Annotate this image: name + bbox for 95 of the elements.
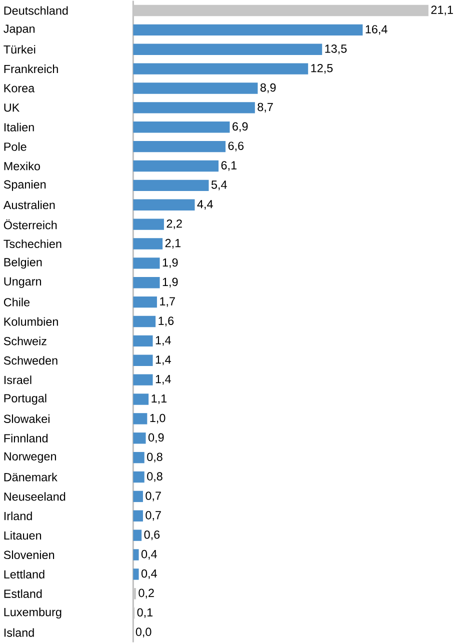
y-tick-label: Mexiko xyxy=(4,162,40,170)
y-tick-label: Frankreich xyxy=(4,64,58,74)
data-label: 5,4 xyxy=(212,180,228,190)
y-tick-label: Spanien xyxy=(4,180,46,191)
bar xyxy=(133,140,226,152)
y-tick-label: Luxemburg xyxy=(4,608,62,619)
bar xyxy=(133,258,160,269)
data-label: 6,9 xyxy=(232,122,248,132)
data-label: 12,5 xyxy=(311,64,333,74)
bar xyxy=(133,471,145,483)
bar xyxy=(133,218,164,230)
data-label: 0,7 xyxy=(146,511,162,521)
y-tick-label: Lettland xyxy=(4,570,45,578)
data-label: 8,9 xyxy=(260,83,276,94)
y-tick-label: Ungarn xyxy=(4,277,42,288)
data-label: 1,9 xyxy=(163,258,178,268)
data-label: 2,1 xyxy=(166,238,181,249)
y-tick-label: Japan xyxy=(4,24,35,36)
data-label: 21,1 xyxy=(432,6,454,16)
data-label: 2,2 xyxy=(167,219,182,230)
y-tick-label: Italien xyxy=(4,122,34,132)
y-tick-label: Israel xyxy=(4,376,32,384)
bar xyxy=(133,277,160,288)
y-tick-label: Schweden xyxy=(4,356,58,365)
data-label: 1,0 xyxy=(150,414,166,424)
y-tick-label: Norwegen xyxy=(4,452,56,463)
bar xyxy=(133,296,158,308)
y-tick-label: Belgien xyxy=(4,258,42,269)
bar xyxy=(133,122,230,133)
data-label: 1,4 xyxy=(156,336,172,346)
bar xyxy=(133,510,144,522)
bar xyxy=(133,180,209,192)
y-tick-label: Slowakei xyxy=(4,414,50,423)
y-tick-label: Schweiz xyxy=(4,336,47,346)
data-label: 4,4 xyxy=(197,200,214,210)
data-label: 0,8 xyxy=(147,452,163,462)
data-label: 0,0 xyxy=(136,628,152,638)
bar xyxy=(133,374,154,386)
data-label: 0,4 xyxy=(142,550,158,560)
bar xyxy=(133,432,146,444)
data-label: 1,9 xyxy=(163,278,178,288)
bar xyxy=(133,568,140,580)
data-label: 0,4 xyxy=(142,569,158,580)
data-label: 8,7 xyxy=(258,102,274,113)
bar xyxy=(133,199,195,210)
bar xyxy=(133,530,142,541)
bar xyxy=(133,44,322,55)
bar xyxy=(133,63,308,74)
y-tick-label: Irland xyxy=(4,512,32,520)
bar xyxy=(133,413,148,424)
y-tick-label: Deutschland xyxy=(4,6,68,15)
bar xyxy=(133,102,256,114)
data-label: 16,4 xyxy=(366,25,388,35)
y-tick-label: UK xyxy=(4,104,20,112)
bar xyxy=(133,549,140,560)
bar xyxy=(133,452,145,464)
y-tick-label: Estland xyxy=(4,589,42,598)
data-label: 1,6 xyxy=(158,316,174,326)
y-tick-label: Litauen xyxy=(4,531,42,540)
data-label: 0,2 xyxy=(138,588,154,598)
bar xyxy=(133,354,154,366)
data-label: 1,4 xyxy=(156,356,172,366)
bar xyxy=(133,490,144,502)
y-tick-label: Chile xyxy=(4,298,30,306)
y-tick-label: Dänemark xyxy=(4,472,58,482)
y-tick-label: Kolumbien xyxy=(4,317,58,326)
data-label: 0,6 xyxy=(144,530,160,540)
data-label: 0,1 xyxy=(138,608,153,618)
data-label: 0,8 xyxy=(147,472,163,482)
y-tick-label: Island xyxy=(4,628,34,637)
y-tick-label: Österreich xyxy=(4,219,57,230)
bar xyxy=(133,160,219,172)
y-tick-label: Tschechien xyxy=(4,239,62,248)
data-label: 1,1 xyxy=(152,394,167,404)
y-tick-label: Neuseeland xyxy=(4,492,66,501)
bar xyxy=(133,24,363,36)
y-tick-label: Türkei xyxy=(4,45,36,54)
data-label: 6,1 xyxy=(222,161,237,171)
data-label: 1,4 xyxy=(156,375,172,385)
data-label: 13,5 xyxy=(325,44,347,54)
bar xyxy=(133,335,154,347)
y-tick-label: Pole xyxy=(4,142,27,151)
data-label: 0,7 xyxy=(146,492,162,502)
bar xyxy=(133,238,163,250)
data-label: 0,9 xyxy=(148,433,164,443)
bar xyxy=(133,394,149,405)
data-label: 1,7 xyxy=(160,297,176,307)
bar xyxy=(133,82,258,94)
y-tick-label: Australien xyxy=(4,200,55,210)
y-tick-label: Korea xyxy=(4,84,35,92)
y-tick-label: Finnland xyxy=(4,434,48,442)
y-tick-label: Slovenien xyxy=(4,550,54,560)
bar xyxy=(133,316,156,328)
data-label: 6,6 xyxy=(228,142,244,152)
y-tick-label: Portugal xyxy=(4,394,46,405)
